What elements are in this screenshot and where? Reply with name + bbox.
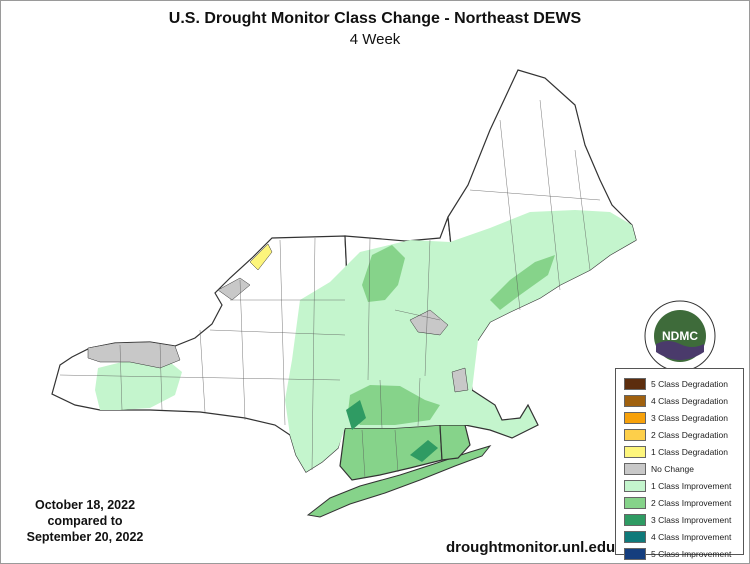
area-2-class-improvement-ma bbox=[348, 385, 440, 425]
area-3-class-improvement-ct bbox=[346, 400, 366, 430]
logo-text: NDMC bbox=[662, 329, 698, 343]
legend-item: No Change bbox=[624, 460, 743, 477]
website-url[interactable]: droughtmonitor.unl.edu bbox=[446, 539, 616, 556]
legend-item: 3 Class Degradation bbox=[624, 409, 743, 426]
legend-swatch bbox=[624, 394, 646, 407]
area-3-class-improvement-ri bbox=[410, 440, 438, 462]
state-long-island bbox=[306, 445, 492, 518]
legend-label: 4 Class Improvement bbox=[651, 531, 732, 542]
legend-label: 2 Class Improvement bbox=[651, 497, 732, 508]
map-subtitle: 4 Week bbox=[349, 31, 401, 48]
legend-item: 3 Class Improvement bbox=[624, 511, 743, 528]
area-no-change-ma bbox=[451, 367, 469, 393]
legend-item: 5 Class Degradation bbox=[624, 375, 743, 392]
legend-swatch bbox=[624, 377, 646, 390]
legend-label: 3 Class Degradation bbox=[651, 412, 729, 423]
date-range: October 18, 2022 compared to September 2… bbox=[10, 497, 160, 545]
legend-swatch bbox=[624, 479, 646, 492]
legend-item: 4 Class Improvement bbox=[624, 528, 743, 545]
legend-swatch bbox=[624, 462, 646, 475]
legend-label: 4 Class Degradation bbox=[651, 395, 729, 406]
ndmc-logo: NDMC bbox=[644, 300, 716, 372]
legend-swatch bbox=[624, 428, 646, 441]
legend-swatch bbox=[624, 411, 646, 424]
legend: 5 Class Degradation 4 Class Degradation 3 … bbox=[615, 368, 744, 560]
legend-swatch bbox=[624, 496, 646, 509]
date-compared-to: compared to bbox=[47, 514, 123, 528]
legend-label: No Change bbox=[651, 463, 695, 474]
legend-swatch bbox=[624, 530, 646, 543]
area-1-class-improvement-west bbox=[95, 358, 182, 410]
area-no-change-ny-north bbox=[217, 277, 251, 301]
state-connecticut bbox=[339, 424, 443, 481]
legend-swatch bbox=[624, 445, 646, 458]
date-previous: September 20, 2022 bbox=[26, 530, 144, 544]
legend-item: 4 Class Degradation bbox=[624, 392, 743, 409]
area-no-change-nh bbox=[409, 309, 449, 336]
legend-label: 5 Class Degradation bbox=[651, 378, 729, 389]
map-title: U.S. Drought Monitor Class Change - Nort… bbox=[168, 10, 582, 27]
legend-item: 1 Class Improvement bbox=[624, 477, 743, 494]
area-2-class-improvement-vt bbox=[362, 245, 405, 302]
legend-item: 5 Class Improvement bbox=[624, 545, 743, 562]
area-1-class-degradation bbox=[249, 243, 273, 271]
date-current: October 18, 2022 bbox=[34, 498, 136, 512]
area-no-change-ny-west bbox=[87, 341, 181, 369]
legend-label: 2 Class Degradation bbox=[651, 429, 729, 440]
legend-item: 2 Class Degradation bbox=[624, 426, 743, 443]
county-lines bbox=[59, 99, 601, 479]
area-2-class-improvement-me bbox=[490, 255, 555, 310]
legend-label: 5 Class Improvement bbox=[651, 548, 732, 559]
legend-label: 1 Class Degradation bbox=[651, 446, 729, 457]
legend-swatch bbox=[624, 513, 646, 526]
legend-swatch bbox=[624, 547, 646, 560]
legend-label: 3 Class Improvement bbox=[651, 514, 732, 525]
legend-item: 2 Class Improvement bbox=[624, 494, 743, 511]
legend-item: 1 Class Degradation bbox=[624, 443, 743, 460]
legend-label: 1 Class Improvement bbox=[651, 480, 732, 491]
